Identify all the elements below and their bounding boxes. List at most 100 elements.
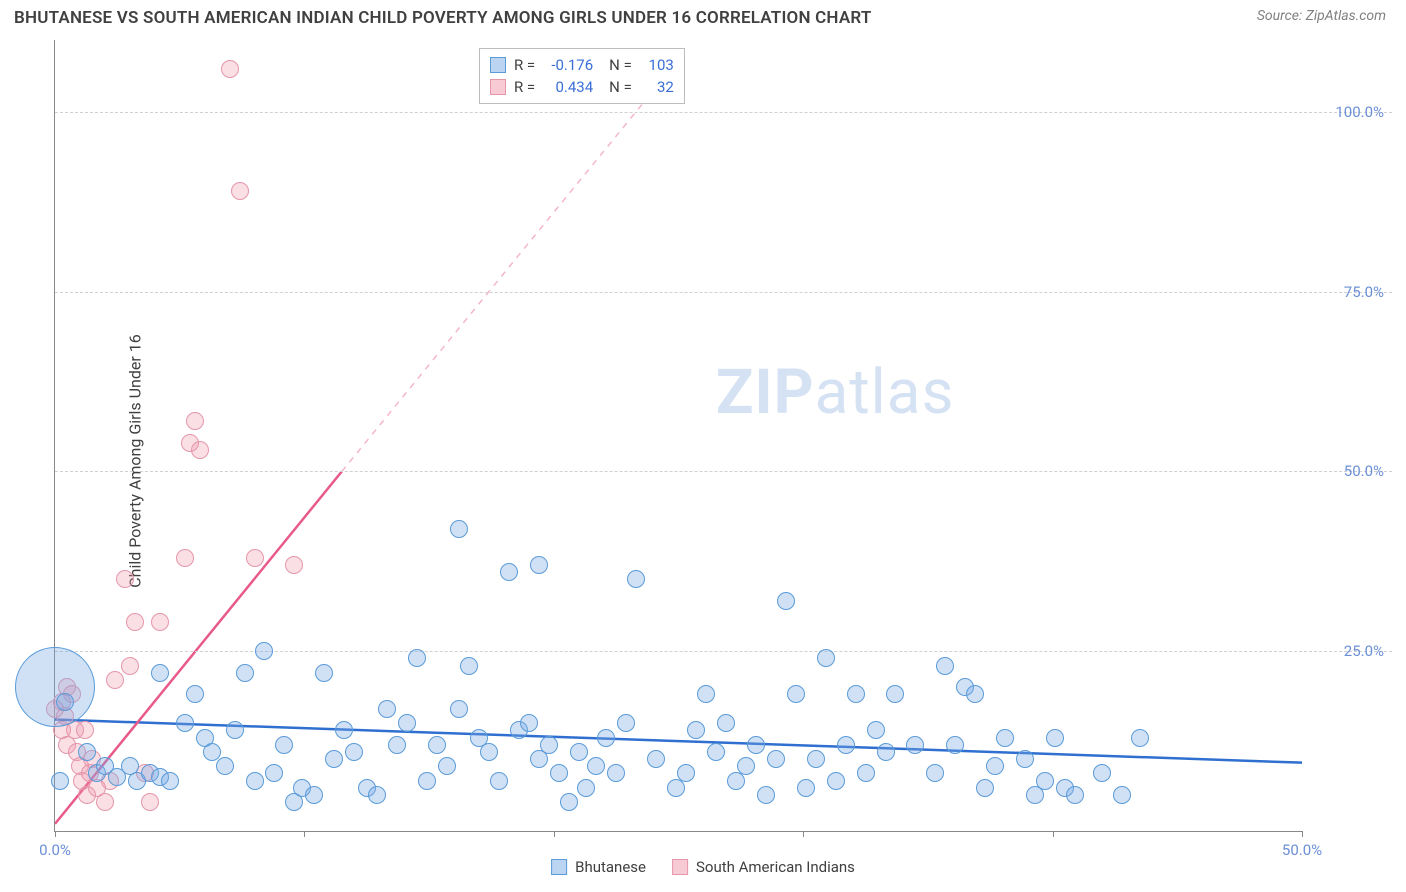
data-point <box>617 714 635 732</box>
source-attribution: Source: ZipAtlas.com <box>1257 8 1386 24</box>
data-point <box>570 743 588 761</box>
data-point <box>275 736 293 754</box>
data-point <box>717 714 735 732</box>
data-point <box>530 556 548 574</box>
data-point <box>191 441 209 459</box>
data-point <box>737 757 755 775</box>
data-point <box>946 736 964 754</box>
data-point <box>587 757 605 775</box>
stat-r-value: 0.434 <box>543 78 593 96</box>
data-point <box>345 743 363 761</box>
legend-label: Bhutanese <box>575 858 646 876</box>
data-point <box>186 412 204 430</box>
data-point <box>15 647 95 727</box>
legend-swatch <box>672 859 688 875</box>
data-point <box>747 736 765 754</box>
gridline <box>55 471 1392 472</box>
data-point <box>697 685 715 703</box>
data-point <box>577 779 595 797</box>
data-point <box>460 657 478 675</box>
data-point <box>56 693 74 711</box>
data-point <box>151 664 169 682</box>
data-point <box>550 764 568 782</box>
data-point <box>540 736 558 754</box>
data-point <box>216 757 234 775</box>
chart-title: BHUTANESE VS SOUTH AMERICAN INDIAN CHILD… <box>14 8 871 28</box>
data-point <box>96 793 114 811</box>
data-point <box>906 736 924 754</box>
data-point <box>787 685 805 703</box>
data-point <box>106 671 124 689</box>
data-point <box>867 721 885 739</box>
data-point <box>1046 729 1064 747</box>
y-tick-label: 75.0% <box>1344 283 1384 301</box>
data-point <box>996 729 1014 747</box>
x-tick <box>554 831 555 837</box>
y-tick-label: 50.0% <box>1344 462 1384 480</box>
data-point <box>78 743 96 761</box>
data-point <box>315 664 333 682</box>
legend-label: South American Indians <box>696 858 855 876</box>
data-point <box>1113 786 1131 804</box>
data-point <box>607 764 625 782</box>
data-point <box>388 736 406 754</box>
x-tick <box>1302 831 1303 837</box>
stats-row: R =-0.176N =103 <box>490 54 674 76</box>
stat-r-label: R = <box>514 56 535 74</box>
stat-n-value: 32 <box>640 78 674 96</box>
stat-n-value: 103 <box>640 56 674 74</box>
data-point <box>236 664 254 682</box>
data-point <box>877 743 895 761</box>
stat-r-label: R = <box>514 78 535 96</box>
data-point <box>398 714 416 732</box>
data-point <box>490 772 508 790</box>
x-tick-label: 0.0% <box>39 841 71 859</box>
stat-n-label: N = <box>609 56 632 74</box>
data-point <box>176 714 194 732</box>
stats-legend-box: R =-0.176N =103R =0.434N =32 <box>479 48 685 104</box>
data-point <box>418 772 436 790</box>
legend-swatch <box>551 859 567 875</box>
data-point <box>886 685 904 703</box>
data-point <box>285 556 303 574</box>
data-point <box>121 657 139 675</box>
data-point <box>246 772 264 790</box>
data-point <box>116 570 134 588</box>
data-point <box>231 182 249 200</box>
data-point <box>500 563 518 581</box>
data-point <box>265 764 283 782</box>
data-point <box>76 721 94 739</box>
data-point <box>677 764 695 782</box>
y-tick-label: 100.0% <box>1335 103 1384 121</box>
data-point <box>757 786 775 804</box>
data-point <box>408 649 426 667</box>
data-point <box>161 772 179 790</box>
plot-region: ZIPatlas R =-0.176N =103R =0.434N =32 25… <box>54 40 1302 832</box>
x-tick <box>1053 831 1054 837</box>
data-point <box>126 613 144 631</box>
data-point <box>151 613 169 631</box>
legend-swatch <box>490 79 506 95</box>
chart-area: Child Poverty Among Girls Under 16 ZIPat… <box>14 40 1392 882</box>
data-point <box>986 757 1004 775</box>
data-point <box>450 520 468 538</box>
data-point <box>817 649 835 667</box>
data-point <box>51 772 69 790</box>
data-point <box>480 743 498 761</box>
trend-lines <box>55 40 1302 831</box>
data-point <box>647 750 665 768</box>
data-point <box>827 772 845 790</box>
data-point <box>936 657 954 675</box>
stat-n-label: N = <box>609 78 632 96</box>
data-point <box>767 750 785 768</box>
data-point <box>976 779 994 797</box>
data-point <box>428 736 446 754</box>
data-point <box>857 764 875 782</box>
stats-row: R = 0.434 N = 32 <box>490 76 674 98</box>
data-point <box>707 743 725 761</box>
data-point <box>1036 772 1054 790</box>
data-point <box>305 786 323 804</box>
data-point <box>1016 750 1034 768</box>
data-point <box>141 793 159 811</box>
x-tick <box>803 831 804 837</box>
